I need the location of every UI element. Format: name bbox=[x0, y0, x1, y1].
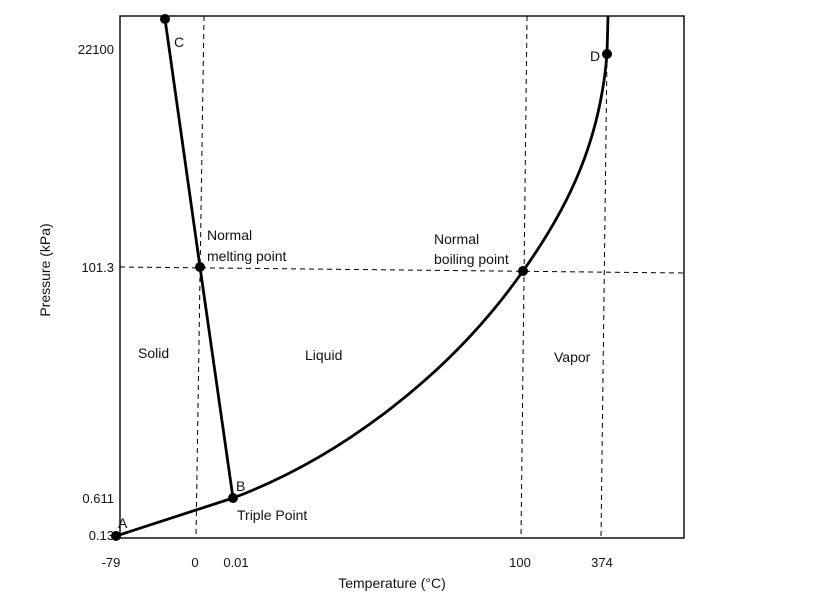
point-label-d: D bbox=[590, 48, 600, 64]
region-liquid: Liquid bbox=[305, 347, 342, 363]
y-axis-title: Pressure (kPa) bbox=[37, 223, 53, 316]
point-label-b: B bbox=[236, 478, 245, 494]
point-b-triple-point bbox=[228, 493, 238, 503]
point-normal-boiling bbox=[518, 266, 528, 276]
gridline-x-374 bbox=[600, 53, 608, 539]
point-label-a: A bbox=[118, 515, 128, 531]
region-vapor: Vapor bbox=[554, 349, 591, 365]
annotation-normal-melting-line2: melting point bbox=[207, 248, 286, 264]
point-a bbox=[111, 531, 121, 541]
gridline-x-0 bbox=[195, 15, 205, 539]
region-solid: Solid bbox=[138, 345, 169, 361]
gridline-y-101-3 bbox=[119, 266, 685, 274]
annotation-triple-point: Triple Point bbox=[237, 507, 307, 523]
point-d bbox=[602, 49, 612, 59]
annotation-normal-boiling-line2: boiling point bbox=[434, 251, 509, 267]
point-c bbox=[160, 14, 170, 24]
point-label-c: C bbox=[174, 34, 184, 50]
x-tick-label: -79 bbox=[102, 555, 121, 570]
x-tick-label: 0 bbox=[191, 555, 198, 570]
plot-frame bbox=[119, 15, 685, 539]
y-tick-label: 101.3 bbox=[81, 260, 114, 275]
y-tick-label: 0.611 bbox=[82, 491, 114, 506]
x-tick-label: 374 bbox=[591, 555, 613, 570]
vaporization-curve bbox=[115, 15, 610, 538]
x-tick-label: 0.01 bbox=[223, 555, 248, 570]
point-normal-melting bbox=[195, 262, 205, 272]
gridline-x-100 bbox=[520, 15, 528, 539]
x-axis-title: Temperature (°C) bbox=[338, 575, 446, 591]
x-tick-label: 100 bbox=[509, 555, 531, 570]
y-tick-label: 22100 bbox=[78, 42, 114, 57]
y-tick-label: 0.13 bbox=[89, 528, 114, 543]
annotation-normal-boiling-line1: Normal bbox=[434, 231, 479, 247]
annotation-normal-melting-line1: Normal bbox=[207, 227, 252, 243]
